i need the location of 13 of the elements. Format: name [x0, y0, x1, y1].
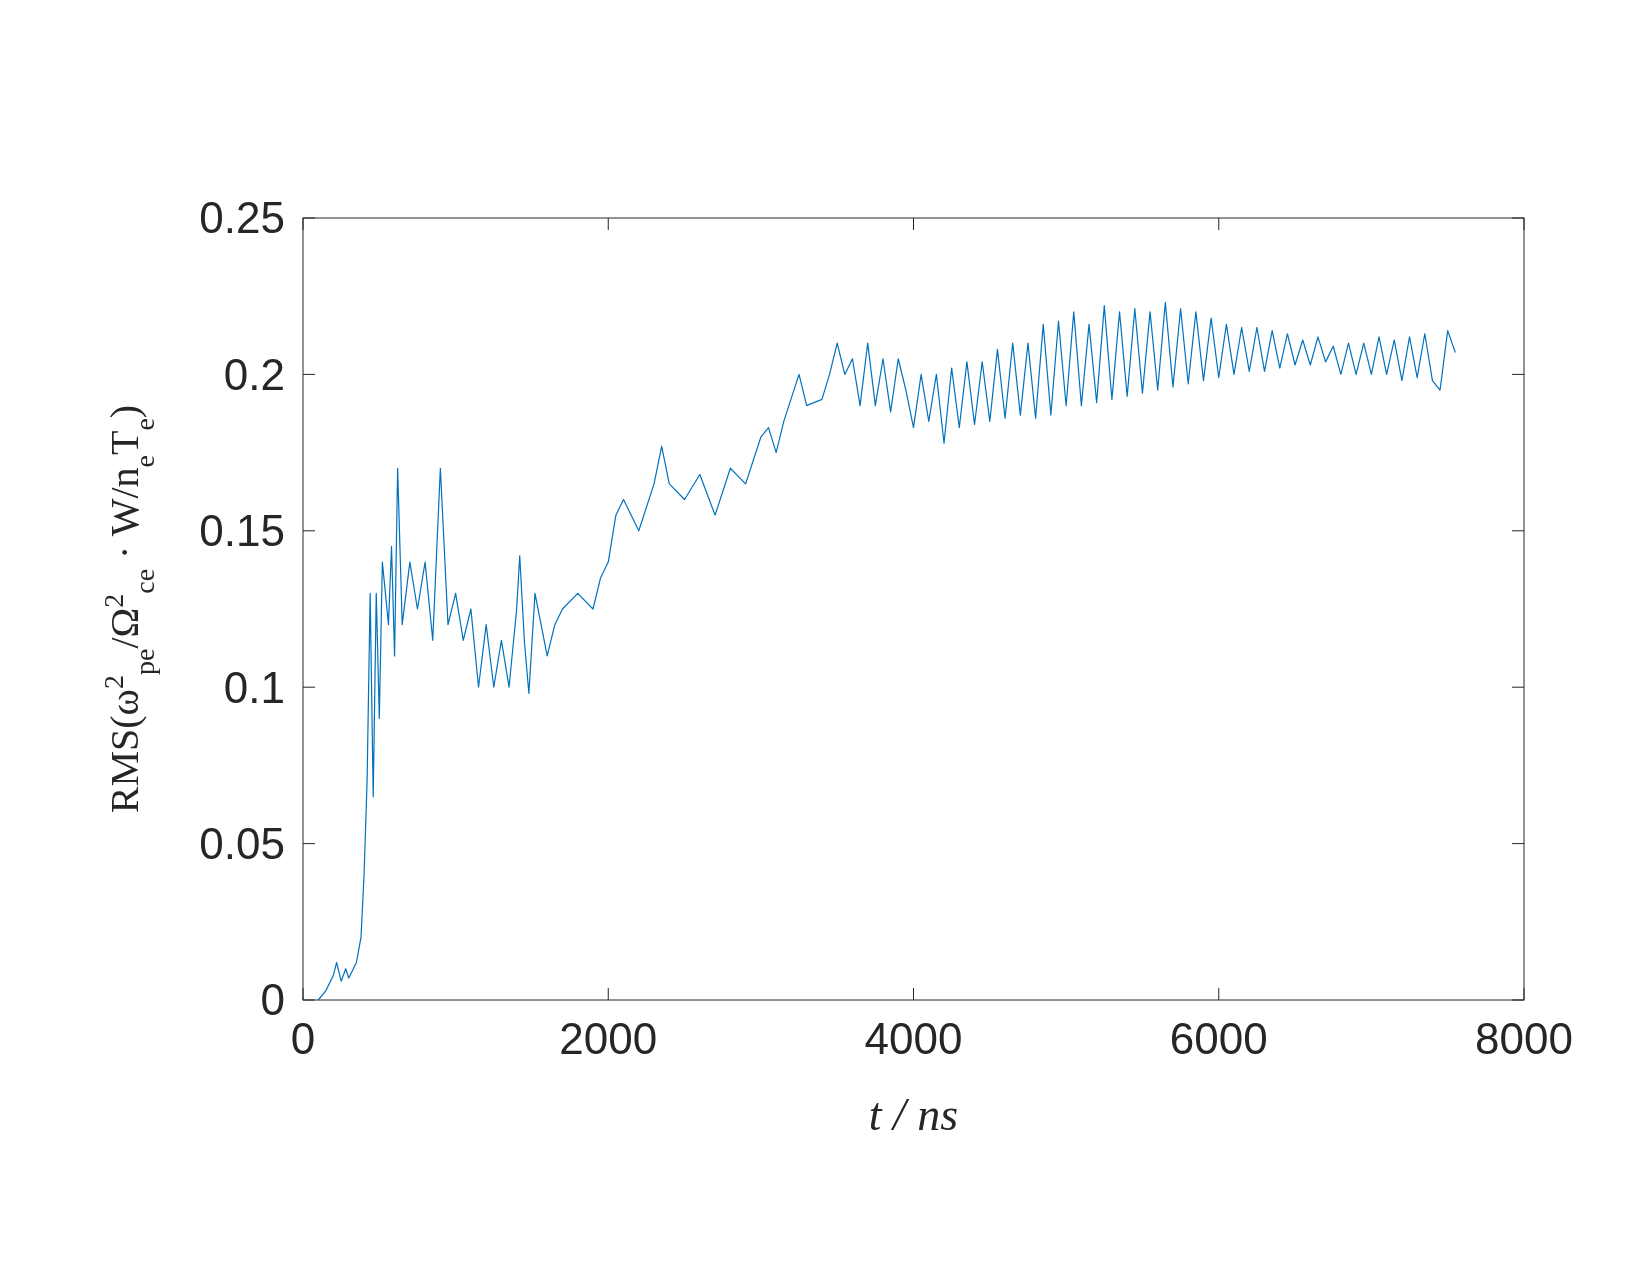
x-axis-title: t / ns	[868, 1089, 959, 1140]
line-series	[317, 301, 1456, 1001]
y-tick-label: 0	[260, 975, 285, 1025]
x-tick-label: 4000	[864, 1014, 963, 1063]
y-tick-label: 0.2	[223, 349, 285, 399]
y-tick-label: 0.1	[223, 662, 285, 712]
x-tick-label: 0	[290, 1014, 316, 1063]
x-tick-label: 2000	[559, 1014, 658, 1063]
y-tick-label: 0.15	[199, 506, 285, 556]
x-tick-label: 6000	[1169, 1014, 1268, 1063]
y-tick-label: 0.25	[199, 193, 285, 243]
y-tick-label: 0.05	[199, 819, 285, 868]
x-tick-label: 8000	[1475, 1014, 1573, 1063]
